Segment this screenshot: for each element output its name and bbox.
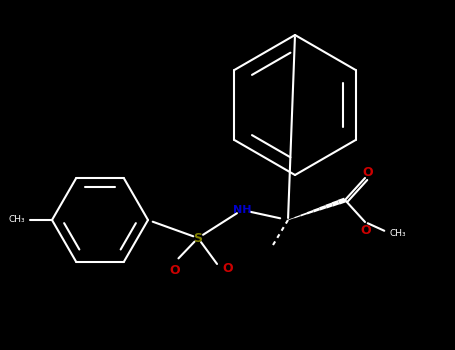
Text: NH: NH [233, 205, 251, 215]
Text: CH₃: CH₃ [390, 230, 407, 238]
Text: CH₃: CH₃ [8, 216, 25, 224]
Text: O: O [222, 261, 233, 274]
Text: S: S [193, 231, 202, 245]
Text: O: O [363, 167, 373, 180]
Text: O: O [170, 264, 180, 276]
Text: O: O [361, 224, 371, 237]
